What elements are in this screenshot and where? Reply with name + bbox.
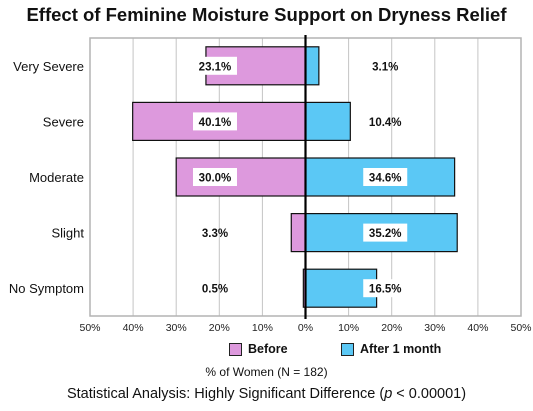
tick-labels: 50% 40% 30% 20% 10% 0% 10% 20% 30% 40% 50% Very Sev…: [9, 59, 532, 334]
chart-title: Effect of Feminine Moisture Support on D…: [26, 4, 507, 25]
legend-swatch-before: [229, 342, 242, 356]
data-label-box: [363, 168, 408, 186]
y-tick-label: Slight: [51, 226, 84, 241]
x-tick-label: 10%: [252, 322, 273, 334]
y-tick-label: Moderate: [29, 170, 84, 185]
data-label-before: 0.5%: [202, 284, 228, 296]
statistical-footnote: Statistical Analysis: Highly Significant…: [0, 386, 533, 402]
bar-after: [304, 46, 320, 86]
data-label-before: 23.1%: [199, 61, 232, 73]
data-label-before: 3.3%: [202, 228, 228, 240]
data-label-box: [192, 168, 237, 186]
data-label-box: [363, 223, 408, 242]
data-labels: 23.1% 3.1% 40.1% 10.4% 30.0% 34.6% 3.3% 35.2% 0.…: [192, 56, 408, 298]
data-label-box: [192, 112, 237, 131]
x-tick-label: 40%: [123, 322, 144, 334]
y-tick-label: Severe: [43, 114, 84, 129]
bars: [132, 46, 458, 308]
bar-after: [304, 101, 351, 142]
data-label-after: 34.6%: [369, 173, 402, 185]
x-tick-label: 50%: [79, 322, 100, 334]
y-tick-label: No Symptom: [9, 281, 84, 296]
data-label-before: 30.0%: [199, 173, 232, 185]
x-tick-label: 20%: [209, 322, 230, 334]
footnote-p-symbol: p: [384, 386, 393, 402]
legend-item-before: Before: [229, 342, 288, 356]
legend-swatch-after: [341, 342, 354, 356]
footnote-suffix: < 0.00001): [392, 386, 467, 402]
data-label-after: 3.1%: [372, 61, 398, 73]
x-tick-label: 30%: [166, 322, 187, 334]
x-tick-label: 50%: [510, 322, 531, 334]
x-tick-label: 40%: [467, 322, 488, 334]
x-tick-label: 20%: [381, 322, 402, 334]
data-label-after: 35.2%: [369, 228, 402, 240]
legend-item-after: After 1 month: [341, 342, 441, 356]
data-label-after: 10.4%: [369, 117, 402, 129]
legend-label-after: After 1 month: [360, 342, 442, 356]
data-label-box: [192, 56, 237, 75]
x-axis-label: % of Women (N = 182): [205, 365, 328, 379]
footnote-prefix: Statistical Analysis: Highly Significant…: [66, 386, 385, 402]
legend-label-before: Before: [248, 342, 288, 356]
x-tick-label: 0%: [298, 322, 313, 334]
bar-before: [290, 213, 307, 253]
data-label-after: 16.5%: [369, 284, 402, 296]
y-tick-label: Very Severe: [13, 59, 84, 74]
x-tick-label: 10%: [338, 322, 359, 334]
data-label-box: [363, 279, 408, 298]
data-label-before: 40.1%: [199, 117, 232, 129]
x-tick-label: 30%: [424, 322, 445, 334]
